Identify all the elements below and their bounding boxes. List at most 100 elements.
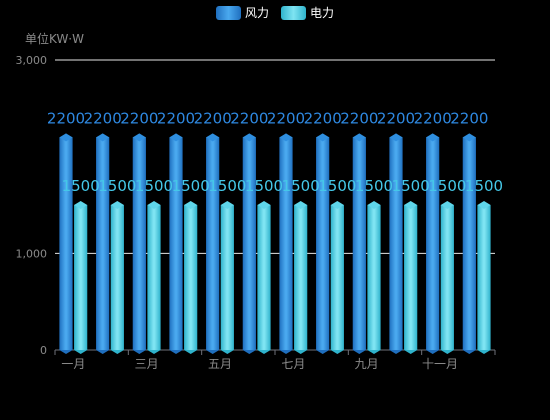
bar-power	[294, 205, 308, 350]
bar-top-cap	[294, 201, 308, 209]
bar-top-cap	[330, 201, 344, 209]
bar-bottom-cap	[440, 350, 454, 354]
bar-power	[440, 205, 454, 350]
bar-bottom-cap	[279, 350, 293, 354]
bar-bottom-cap	[316, 350, 330, 354]
bar-wind	[132, 137, 146, 350]
y-unit-label: 单位KW·W	[25, 31, 84, 46]
x-tick-label: 三月	[135, 357, 159, 371]
bar-bottom-cap	[367, 350, 381, 354]
bar-bottom-cap	[242, 350, 256, 354]
bar-top-cap	[169, 133, 183, 142]
bar-wind	[279, 137, 293, 350]
x-tick-label: 九月	[355, 357, 379, 371]
bar-power	[257, 205, 271, 350]
bar-value-label: 1500	[465, 177, 503, 195]
bar-wind	[352, 137, 366, 350]
bar-value-label: 1500	[62, 177, 100, 195]
bar-bottom-cap	[147, 350, 161, 354]
bar-bottom-cap	[74, 350, 88, 354]
bar-bottom-cap	[389, 350, 403, 354]
bar-top-cap	[110, 201, 124, 209]
bar-value-label: 1500	[172, 177, 210, 195]
bar-wind	[206, 137, 220, 350]
bar-wind	[389, 137, 403, 350]
bar-top-cap	[477, 201, 491, 209]
bar-top-cap	[147, 201, 161, 209]
bar-power	[147, 205, 161, 350]
legend-item-wind[interactable]: 风力	[215, 4, 269, 21]
bar-top-cap	[96, 133, 110, 142]
bar-value-label: 2200	[267, 109, 305, 127]
bar-top-cap	[367, 201, 381, 209]
bar-bottom-cap	[206, 350, 220, 354]
bar-wind	[316, 137, 330, 350]
bar-wind	[426, 137, 440, 350]
bar-value-label: 2200	[414, 109, 452, 127]
bar-top-cap	[426, 133, 440, 142]
bar-top-cap	[206, 133, 220, 142]
bar-bottom-cap	[220, 350, 234, 354]
bar-wind	[462, 137, 476, 350]
bar-wind	[169, 137, 183, 350]
bar-bottom-cap	[426, 350, 440, 354]
bar-value-label: 1500	[355, 177, 393, 195]
x-tick-label: 七月	[281, 357, 305, 371]
bar-value-label: 1500	[282, 177, 320, 195]
bar-power	[184, 205, 198, 350]
bar-value-label: 2200	[304, 109, 342, 127]
bar-value-label: 2200	[194, 109, 232, 127]
chart-legend: 风力 电力	[0, 4, 550, 21]
bar-wind	[242, 137, 256, 350]
y-tick-label: 0	[40, 344, 47, 357]
bar-bottom-cap	[169, 350, 183, 354]
bar-value-label: 1500	[208, 177, 246, 195]
bar-power	[477, 205, 491, 350]
x-tick-label: 五月	[208, 357, 232, 371]
bar-top-cap	[352, 133, 366, 142]
bar-power	[110, 205, 124, 350]
y-tick-label: 3,000	[16, 54, 48, 67]
bar-value-label: 2200	[377, 109, 415, 127]
x-tick-label: 十一月	[422, 357, 458, 371]
legend-label-wind: 风力	[244, 6, 269, 20]
bar-top-cap	[220, 201, 234, 209]
bar-bottom-cap	[404, 350, 418, 354]
bar-value-label: 1500	[245, 177, 283, 195]
bar-bottom-cap	[352, 350, 366, 354]
x-tick-label: 一月	[61, 357, 85, 371]
legend-swatch-wind	[215, 5, 241, 20]
bar-top-cap	[242, 133, 256, 142]
bar-bottom-cap	[132, 350, 146, 354]
bar-bottom-cap	[462, 350, 476, 354]
bar-top-cap	[279, 133, 293, 142]
bar-bottom-cap	[110, 350, 124, 354]
bar-top-cap	[184, 201, 198, 209]
bar-value-label: 1500	[392, 177, 430, 195]
bar-power	[220, 205, 234, 350]
bar-top-cap	[440, 201, 454, 209]
bar-value-label: 2200	[230, 109, 268, 127]
bar-bottom-cap	[59, 350, 73, 354]
bar-top-cap	[257, 201, 271, 209]
bar-value-label: 2200	[157, 109, 195, 127]
legend-item-power[interactable]: 电力	[281, 4, 334, 21]
bar-wind	[96, 137, 110, 350]
bar-value-label: 2200	[47, 109, 85, 127]
bar-top-cap	[59, 133, 73, 142]
bar-top-cap	[74, 201, 88, 209]
bar-value-label: 2200	[450, 109, 488, 127]
bar-top-cap	[132, 133, 146, 142]
bar-top-cap	[404, 201, 418, 209]
bar-bottom-cap	[96, 350, 110, 354]
bar-bottom-cap	[330, 350, 344, 354]
bar-bottom-cap	[294, 350, 308, 354]
bar-value-label: 1500	[428, 177, 466, 195]
legend-swatch-power	[281, 5, 306, 20]
bar-value-label: 1500	[318, 177, 356, 195]
bar-power	[330, 205, 344, 350]
bar-value-label: 2200	[340, 109, 378, 127]
bar-power	[367, 205, 381, 350]
bar-power	[404, 205, 418, 350]
